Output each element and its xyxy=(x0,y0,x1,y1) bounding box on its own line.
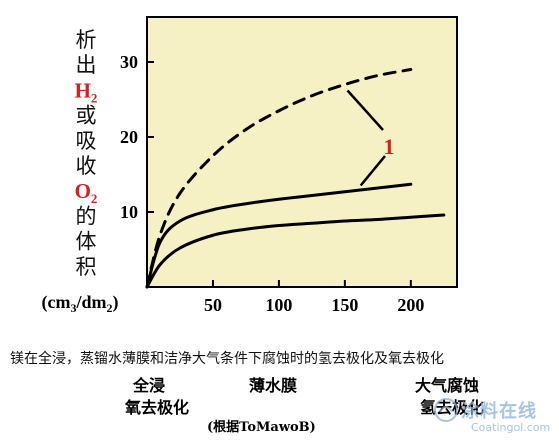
plot-area xyxy=(146,16,458,288)
y-axis-units: (cm3/dm2) xyxy=(42,292,119,315)
y-tick-label: 20 xyxy=(120,127,138,147)
series-line-1 xyxy=(145,68,413,289)
y-axis-label-char: O2 xyxy=(75,179,98,206)
x-tick-label: 100 xyxy=(265,295,292,315)
y-axis-label-char: 收 xyxy=(76,154,97,178)
watermark-logo-icon xyxy=(434,398,458,422)
y-axis-label-char: 析 xyxy=(76,28,97,52)
x-tick-label: 200 xyxy=(397,295,424,315)
x-tick-label: 150 xyxy=(331,295,358,315)
watermark-url: Coatingol.com xyxy=(471,421,551,434)
x-tick-label: 50 xyxy=(204,295,222,315)
y-tick-label: 10 xyxy=(120,202,138,222)
series-lines xyxy=(145,68,446,289)
watermark: 涂料在线 Coatingol.com xyxy=(433,395,553,439)
y-axis-label-char: 体 xyxy=(76,230,97,254)
annotation-leader-line xyxy=(346,89,384,131)
x-axis-ticks: 50 100 150 200 xyxy=(204,280,424,315)
y-axis-label-char: 或 xyxy=(76,104,97,128)
y-axis-label-char: 出 xyxy=(76,53,97,77)
y-axis-label-char: 吸 xyxy=(76,129,97,153)
y-axis-label-char: 的 xyxy=(76,204,97,228)
y-tick-label: 30 xyxy=(120,52,138,72)
annotation: 1 xyxy=(346,89,395,187)
y-axis-label-char: H2 xyxy=(75,78,98,105)
label-full-immersion: 全浸 xyxy=(133,376,166,395)
annotation-leader-line xyxy=(359,155,386,187)
series-line-2 xyxy=(145,182,413,289)
watermark-text: 涂料在线 xyxy=(461,401,537,422)
label-atmospheric-corrosion: 大气腐蚀 xyxy=(415,376,480,395)
figure-caption: 镁在全浸，蒸镏水薄膜和洁净大气条件下腐蚀时的氢去极化及氧去极化 xyxy=(10,351,444,367)
series-line-3 xyxy=(145,213,446,289)
y-axis-ticks: 10 20 30 xyxy=(120,52,154,222)
annotation-label: 1 xyxy=(384,134,395,159)
source-citation: (根据ToMawoB) xyxy=(207,420,316,435)
label-oxygen-depolarization: 氧去极化 xyxy=(125,398,190,417)
label-thin-water-film: 薄水膜 xyxy=(249,376,298,395)
y-axis-label-char: 积 xyxy=(76,255,97,279)
